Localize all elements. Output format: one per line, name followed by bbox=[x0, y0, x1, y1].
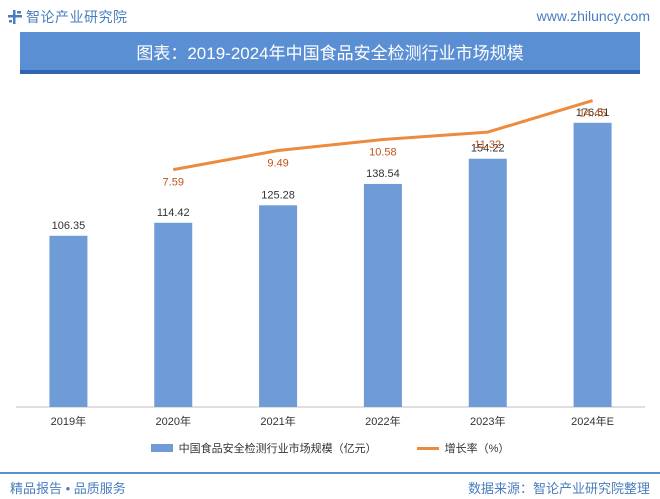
x-tick-label-5: 2024年E bbox=[571, 414, 614, 428]
brand-name: 智论产业研究院 bbox=[26, 9, 128, 25]
brand: 智论产业研究院 bbox=[8, 7, 128, 27]
x-tick-label-3: 2022年 bbox=[365, 414, 400, 428]
chart-title: 图表：2019-2024年中国食品安全检测行业市场规模 bbox=[136, 43, 524, 63]
line-label-5: 14.45 bbox=[579, 108, 607, 120]
line-label-2: 9.49 bbox=[267, 158, 288, 170]
bar-label-5: 176.51 bbox=[576, 107, 610, 119]
legend-swatch-bar bbox=[150, 444, 173, 452]
legend-label-market-size: 中国食品安全检测行业市场规模（亿元） bbox=[178, 443, 377, 455]
footer-source: 数据来源：智论产业研究院整理 bbox=[467, 481, 650, 496]
bar-2 bbox=[259, 205, 298, 407]
x-tick-label-2: 2021年 bbox=[260, 414, 295, 428]
bar-label-1: 114.42 bbox=[157, 207, 190, 219]
bar-4 bbox=[468, 158, 507, 407]
bar-label-0: 106.35 bbox=[52, 220, 86, 232]
bottom-bar: 精品报告 • 品质服务 数据来源：智论产业研究院整理 bbox=[0, 472, 660, 499]
top-bar: 智论产业研究院 www.zhiluncy.com bbox=[0, 0, 660, 32]
bar-0 bbox=[49, 235, 88, 407]
legend-swatch-line bbox=[416, 446, 439, 450]
bar-3 bbox=[363, 183, 402, 407]
website-link[interactable]: www.zhiluncy.com bbox=[536, 8, 650, 24]
x-tick-label-1: 2020年 bbox=[156, 414, 191, 428]
bar-label-3: 138.54 bbox=[366, 168, 400, 180]
chart-legend: 中国食品安全检测行业市场规模（亿元） 增长率（%） bbox=[0, 440, 660, 456]
x-tick-label-0: 2019年 bbox=[51, 414, 86, 428]
bar-label-2: 125.28 bbox=[261, 189, 295, 201]
line-label-4: 11.32 bbox=[474, 139, 501, 151]
bar-1 bbox=[154, 222, 193, 407]
line-label-1: 7.59 bbox=[163, 177, 184, 189]
growth-rate-line bbox=[172, 99, 594, 172]
line-label-3: 10.58 bbox=[369, 147, 397, 159]
brand-logo-icon bbox=[8, 10, 22, 24]
chart: 106.35 2019年 114.42 2020年 125.28 2021年 138.54 2… bbox=[16, 99, 645, 428]
legend-label-growth-rate: 增长率（%） bbox=[444, 443, 510, 455]
x-tick-label-4: 2023年 bbox=[470, 414, 505, 428]
title-banner: 图表：2019-2024年中国食品安全检测行业市场规模 bbox=[20, 32, 640, 74]
legend-item-growth-rate: 增长率（%） bbox=[416, 440, 510, 456]
bar-label-4: 154.22 bbox=[471, 143, 505, 155]
footer-slogan: 精品报告 • 品质服务 bbox=[10, 481, 126, 496]
bar-5 bbox=[573, 122, 612, 407]
legend-item-market-size: 中国食品安全检测行业市场规模（亿元） bbox=[150, 440, 377, 456]
